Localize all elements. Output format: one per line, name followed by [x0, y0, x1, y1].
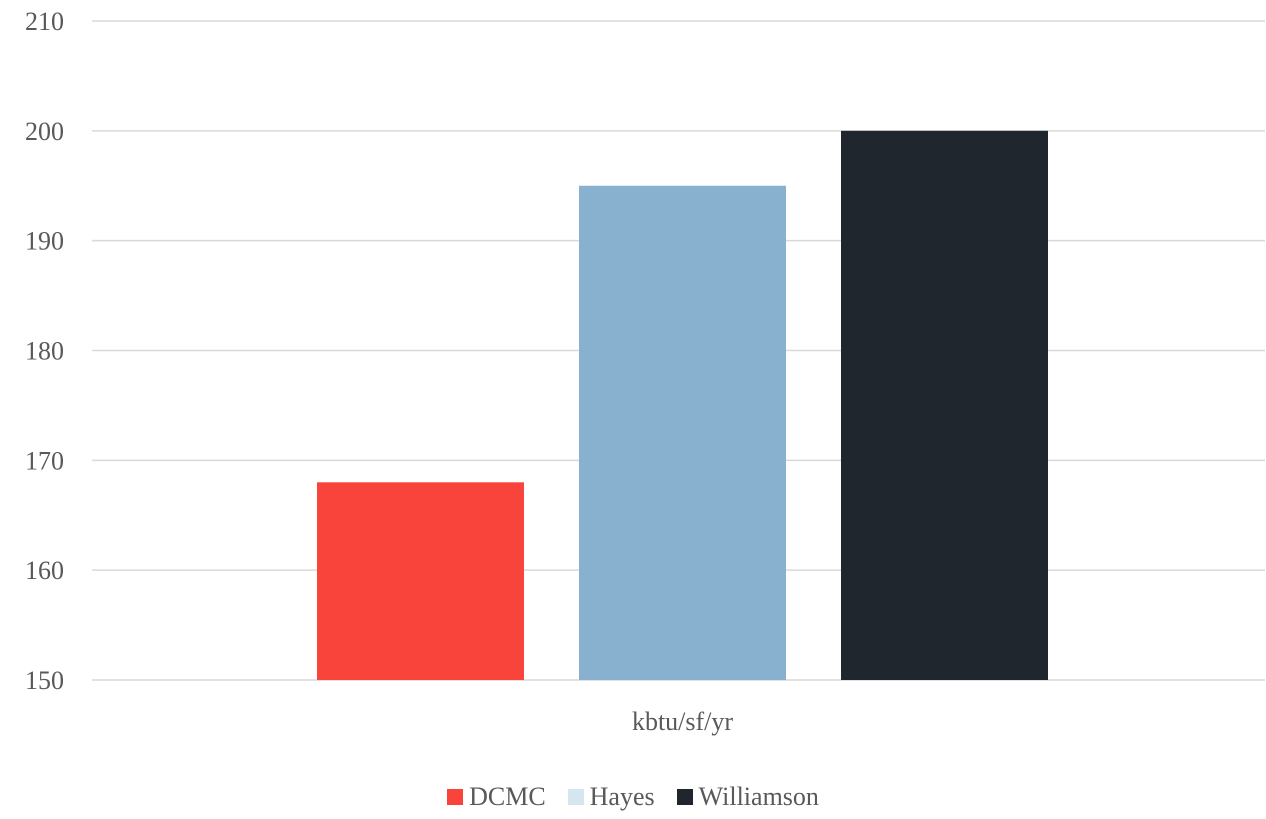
legend-swatch-hayes — [567, 789, 584, 805]
y-tick-label: 180 — [25, 337, 64, 366]
legend-label-williamson: Williamson — [698, 782, 819, 811]
y-tick-label: 160 — [25, 556, 64, 585]
bar-dcmc — [317, 482, 524, 680]
legend-item-hayes: Hayes — [567, 782, 655, 812]
bar-hayes — [579, 185, 786, 680]
y-tick-label: 210 — [25, 7, 64, 36]
legend-swatch-dcmc — [447, 789, 464, 805]
legend-item-dcmc: DCMC — [447, 782, 546, 812]
x-category-label: kbtu/sf/yr — [632, 707, 733, 736]
y-tick-label: 190 — [25, 227, 64, 256]
legend-item-williamson: Williamson — [676, 782, 819, 812]
y-tick-label: 150 — [25, 666, 64, 695]
legend: DCMC Hayes Williamson — [0, 782, 1266, 812]
y-tick-label: 170 — [25, 446, 64, 475]
legend-label-hayes: Hayes — [589, 782, 655, 811]
y-tick-label: 200 — [25, 117, 64, 146]
bar-williamson — [841, 130, 1048, 681]
legend-label-dcmc: DCMC — [469, 782, 546, 811]
legend-swatch-williamson — [676, 789, 693, 805]
